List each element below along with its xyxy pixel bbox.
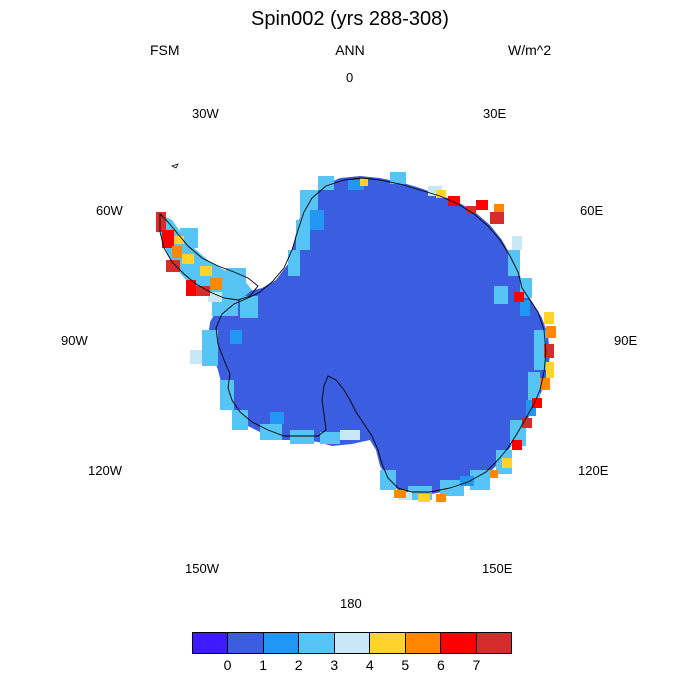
lon-label-90e: 90E — [614, 333, 638, 348]
colorbar — [192, 632, 512, 654]
colorbar-labels: 0 1 2 3 4 5 6 7 — [0, 657, 700, 677]
colorbar-label: 5 — [401, 657, 410, 673]
colorbar-label: 3 — [330, 657, 339, 673]
colorbar-box — [370, 633, 406, 653]
colorbar-box — [441, 633, 477, 653]
lon-label-30e: 30E — [483, 106, 507, 121]
lon-label-0: 0 — [346, 70, 354, 85]
colorbar-box — [476, 633, 511, 653]
peninsula-coastline — [159, 212, 259, 301]
colorbar-label: 2 — [294, 657, 303, 673]
lon-label-180: 180 — [340, 596, 362, 611]
colorbar-box — [228, 633, 264, 653]
lon-label-60e: 60E — [580, 203, 604, 218]
colorbar-label: 6 — [436, 657, 445, 673]
subtitle-left: FSM — [150, 42, 180, 58]
colorbar-box — [193, 633, 229, 653]
colorbar-box — [263, 633, 300, 653]
colorbar-label: 0 — [223, 657, 232, 673]
colorbar-box — [334, 633, 371, 653]
small-island — [170, 163, 179, 169]
colorbar-label: 1 — [259, 657, 268, 673]
lon-label-150w: 150W — [185, 561, 219, 576]
lon-label-30w: 30W — [192, 106, 219, 121]
plot-title: Spin002 (yrs 288-308) — [251, 8, 449, 30]
lon-label-120w: 120W — [88, 463, 122, 478]
subtitle-center: ANN — [335, 42, 365, 58]
lon-label-120e: 120E — [578, 463, 609, 478]
colorbar-box — [299, 633, 335, 653]
colorbar-label: 4 — [365, 657, 374, 673]
lon-label-90w: 90W — [61, 333, 88, 348]
lon-label-150e: 150E — [482, 561, 513, 576]
lon-label-60w: 60W — [96, 203, 123, 218]
colorbar-label: 7 — [472, 657, 481, 673]
coastal-cells-light — [180, 172, 546, 500]
coastline — [215, 177, 547, 493]
coastal-cells-warm — [156, 178, 556, 502]
subtitle-right: W/m^2 — [508, 42, 552, 58]
colorbar-box — [405, 633, 442, 653]
coastal-cells-medium — [230, 180, 536, 486]
